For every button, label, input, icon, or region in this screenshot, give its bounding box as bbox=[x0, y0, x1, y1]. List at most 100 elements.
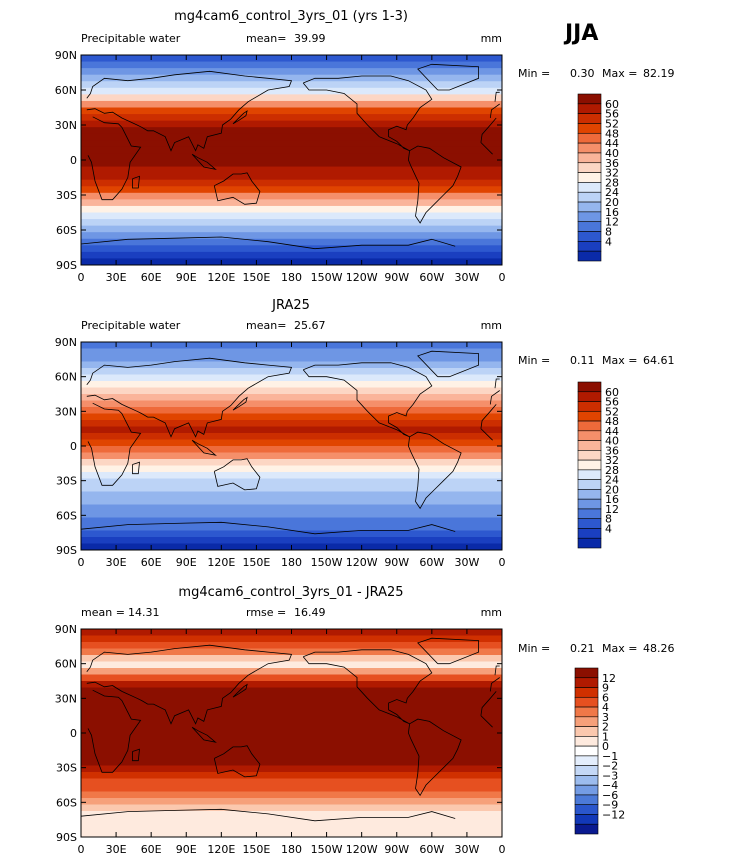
panel-1-band bbox=[81, 173, 502, 181]
lat-tick-label: 90N bbox=[55, 49, 77, 62]
panel-2-band bbox=[81, 498, 502, 506]
panel-2-band bbox=[81, 381, 502, 389]
panel-1-mean-value: 39.99 bbox=[294, 32, 326, 45]
panel-2-band bbox=[81, 485, 502, 493]
colorbar-swatch bbox=[574, 677, 599, 688]
colorbar-level-label: 4 bbox=[602, 701, 609, 714]
panel-3-band bbox=[81, 726, 502, 734]
panel-1-band bbox=[81, 219, 502, 227]
colorbar-level-label: −6 bbox=[602, 789, 618, 802]
panel-2-band bbox=[81, 530, 502, 538]
lon-tick-label: 90W bbox=[384, 271, 409, 284]
panel-2-band bbox=[81, 472, 502, 480]
colorbar-level-label: 4 bbox=[605, 522, 612, 535]
lon-tick-label: 90E bbox=[176, 271, 197, 284]
panel-1-coastline bbox=[87, 116, 497, 201]
colorbar-swatch bbox=[577, 182, 602, 193]
lat-tick-label: 60N bbox=[55, 371, 77, 384]
lon-tick-label: 0 bbox=[78, 271, 85, 284]
lat-tick-label: 0 bbox=[70, 727, 77, 740]
panel-3-band bbox=[81, 648, 502, 656]
colorbar-level-label: 24 bbox=[605, 474, 619, 487]
panel-2-band bbox=[81, 478, 502, 486]
lon-tick-label: 180 bbox=[281, 556, 302, 569]
colorbar-level-label: 56 bbox=[605, 396, 619, 409]
colorbar-level-label: 12 bbox=[605, 503, 619, 516]
colorbar-swatch bbox=[577, 508, 602, 520]
panel-2-mean-value: 25.67 bbox=[294, 319, 326, 332]
panel-1-band bbox=[81, 153, 502, 161]
panel-1-coastline bbox=[417, 63, 479, 91]
panel-1-title: mg4cam6_control_3yrs_01 (yrs 1-3) bbox=[174, 9, 408, 24]
colorbar-swatch bbox=[577, 489, 602, 500]
panel-1-band bbox=[81, 146, 502, 155]
colorbar-swatch bbox=[577, 518, 602, 529]
panel-2-coastline bbox=[494, 378, 500, 389]
colorbar-level-label: −2 bbox=[602, 760, 618, 773]
colorbar-swatch bbox=[577, 410, 602, 422]
lon-tick-label: 120E bbox=[207, 843, 235, 856]
lat-tick-label: 30N bbox=[55, 692, 77, 705]
panel-3-coastline bbox=[407, 718, 462, 797]
panel-1-band bbox=[81, 140, 502, 148]
panel-3-band bbox=[81, 772, 502, 780]
panel-2-coastline bbox=[407, 431, 462, 510]
panel-2-coastline bbox=[86, 357, 500, 438]
colorbar-swatch bbox=[577, 479, 602, 490]
panel-1-band bbox=[81, 120, 502, 128]
lon-tick-label: 0 bbox=[499, 843, 506, 856]
panel-2-band bbox=[81, 348, 502, 356]
panel-3-band bbox=[81, 687, 502, 695]
colorbar-swatch bbox=[577, 221, 602, 232]
colorbar-swatch bbox=[574, 687, 599, 698]
panel-2-mean-label: mean= bbox=[246, 319, 286, 332]
lon-tick-label: 0 bbox=[78, 556, 85, 569]
panel-1-coastline bbox=[132, 175, 140, 189]
colorbar-swatch bbox=[577, 391, 602, 402]
colorbar-swatch bbox=[574, 667, 599, 679]
colorbar-swatch bbox=[574, 696, 599, 708]
panel-2-band bbox=[81, 355, 502, 363]
colorbar-level-label: 40 bbox=[605, 435, 619, 448]
panel-3-band bbox=[81, 824, 502, 832]
panel-3-left-value: 14.31 bbox=[128, 606, 160, 619]
panel-3-coastline bbox=[213, 745, 261, 778]
colorbar-swatch bbox=[574, 745, 599, 757]
panel-1-band bbox=[81, 61, 502, 69]
panel-2-min-value: 0.11 bbox=[570, 354, 595, 367]
colorbar-level-label: 4 bbox=[605, 235, 612, 248]
panel-3-min-label: Min = bbox=[518, 642, 550, 655]
lon-tick-label: 120W bbox=[346, 843, 378, 856]
colorbar-level-label: 28 bbox=[605, 176, 619, 189]
colorbar-swatch bbox=[577, 142, 602, 154]
panel-1-band bbox=[81, 87, 502, 95]
panel-1-band bbox=[81, 107, 502, 115]
panel-2-band bbox=[81, 400, 502, 408]
panel-3-band bbox=[81, 804, 502, 812]
colorbar-level-label: 12 bbox=[602, 672, 616, 685]
lon-tick-label: 150W bbox=[311, 271, 343, 284]
panel-1-band bbox=[81, 238, 502, 246]
panel-2-title: JRA25 bbox=[271, 298, 310, 313]
panel-3-band bbox=[81, 700, 502, 708]
lon-tick-label: 120E bbox=[207, 556, 235, 569]
panel-3-coastline bbox=[86, 644, 500, 725]
lon-tick-label: 30W bbox=[454, 843, 479, 856]
panel-2-max-label: Max = bbox=[602, 354, 637, 367]
panel-3-band bbox=[81, 817, 502, 825]
panel-2-band bbox=[81, 413, 502, 421]
colorbar-level-label: 8 bbox=[605, 226, 612, 239]
panel-3-band bbox=[81, 713, 502, 721]
colorbar-swatch bbox=[577, 401, 602, 412]
lat-tick-label: 60S bbox=[56, 796, 77, 809]
panel-3-max-label: Max = bbox=[602, 642, 637, 655]
panel-3-band bbox=[81, 674, 502, 682]
panel-1-band bbox=[81, 166, 502, 174]
panel-3-coastline bbox=[81, 808, 456, 822]
colorbar-swatch bbox=[577, 241, 602, 252]
panel-2-min-label: Min = bbox=[518, 354, 550, 367]
